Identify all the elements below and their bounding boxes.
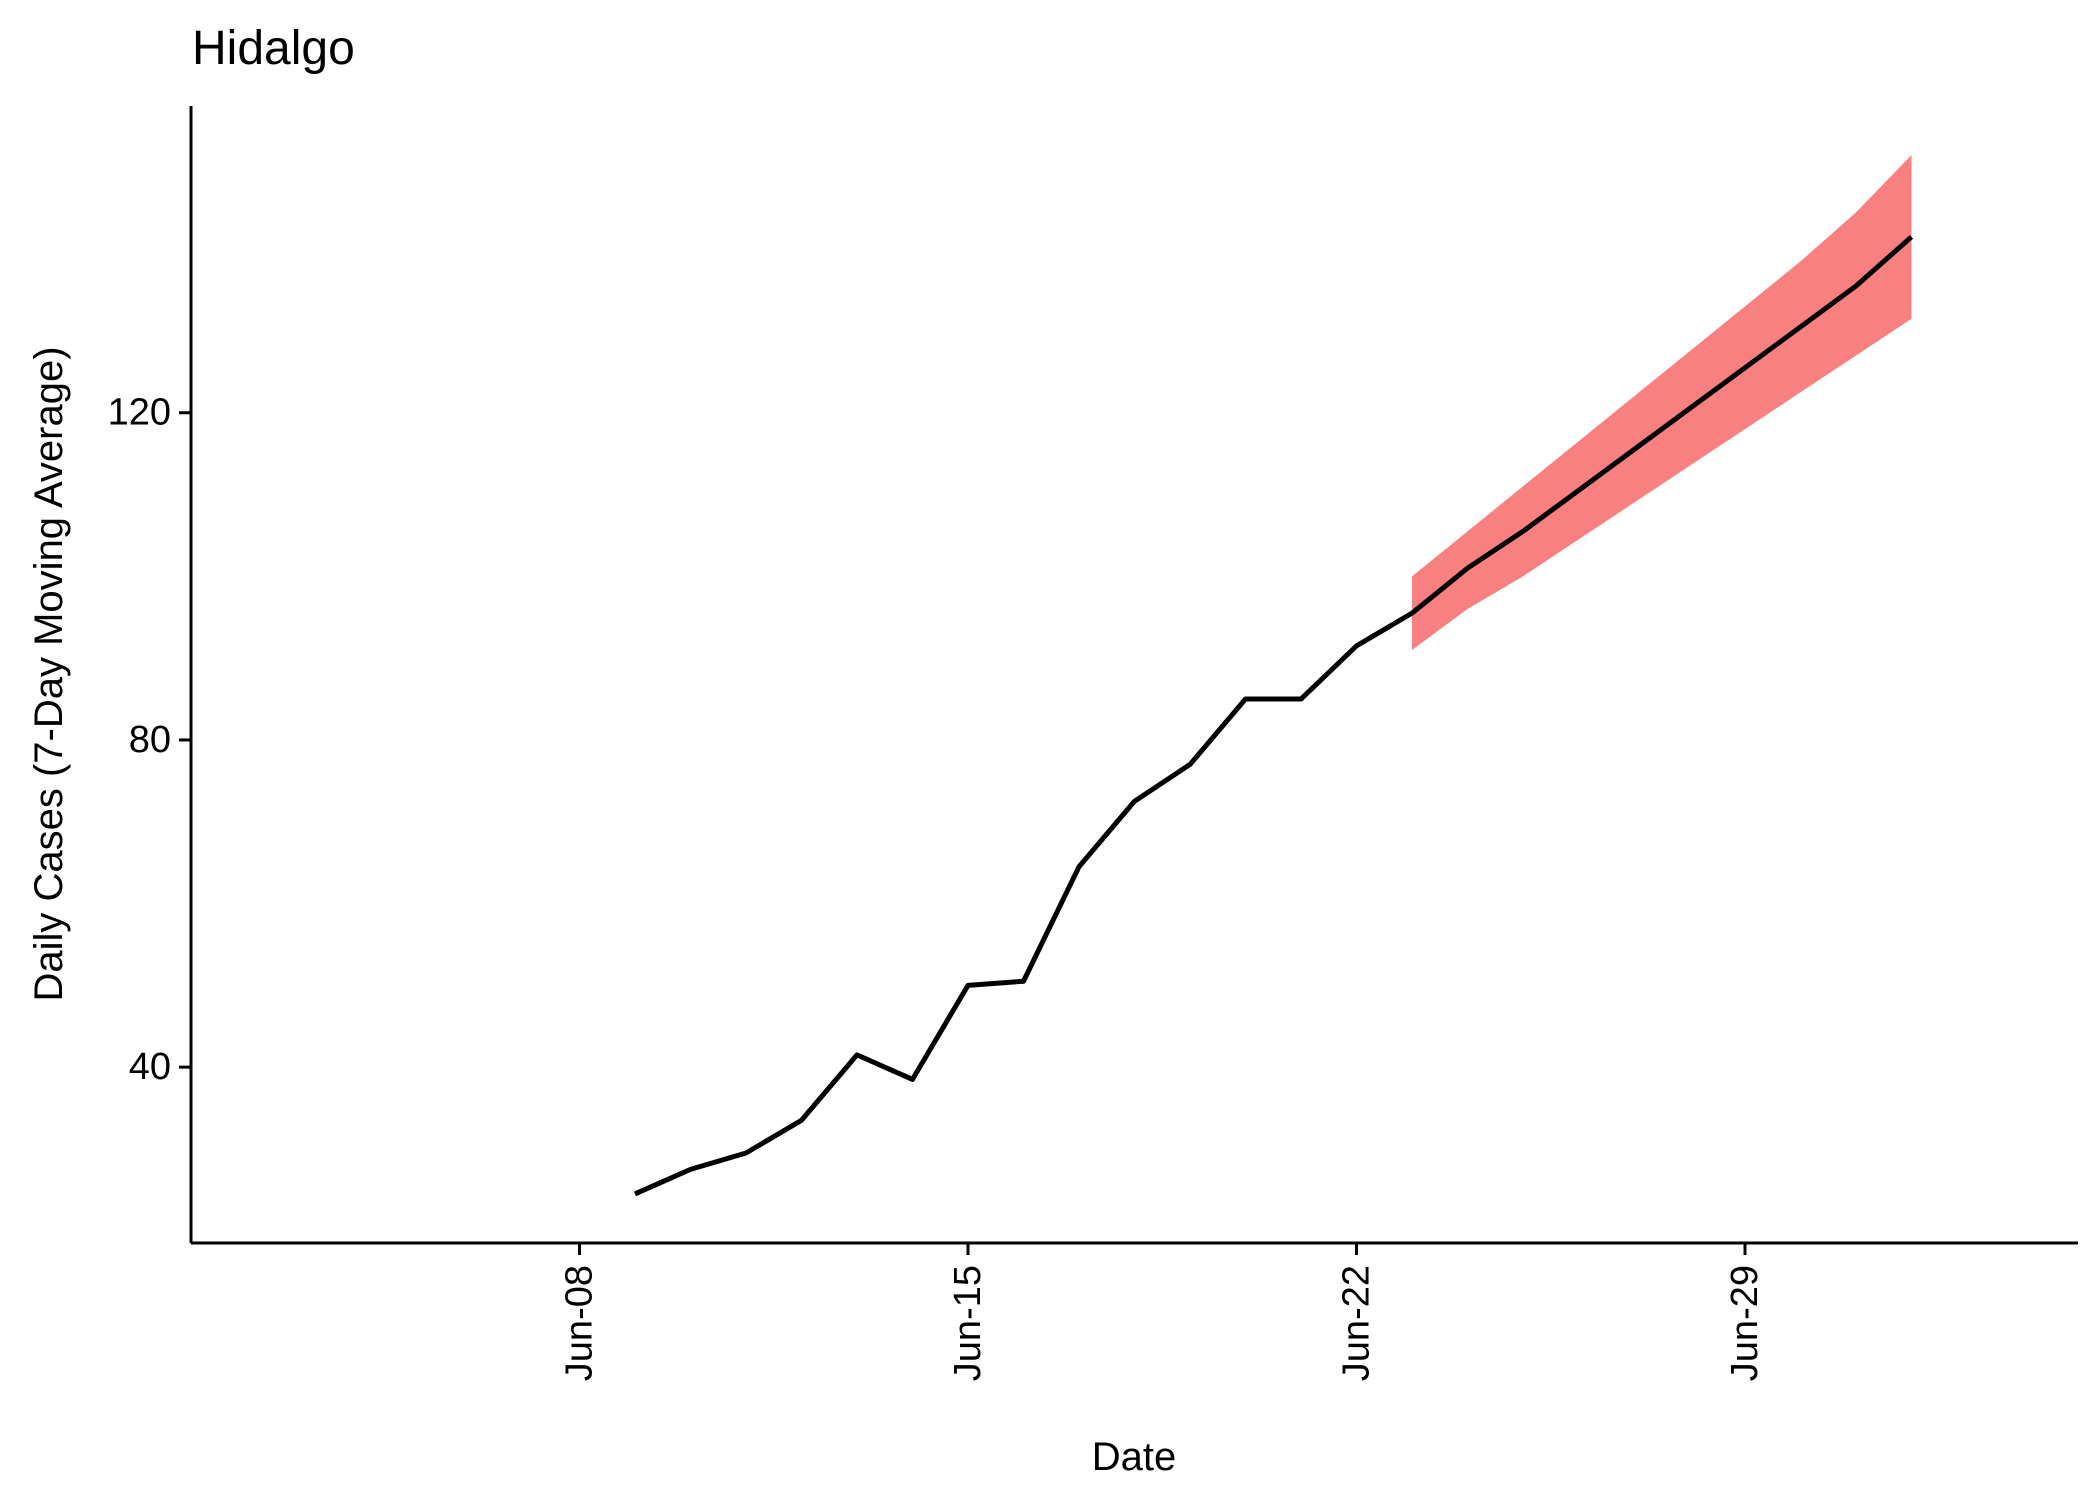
x-axis-ticks: Jun-08 Jun-15 Jun-22 Jun-29 [559, 1243, 1766, 1381]
x-axis-label: Date [1092, 1435, 1177, 1479]
series-layer [633, 235, 1914, 1197]
y-tick-label: 120 [108, 392, 171, 434]
chart-title: Hidalgo [192, 22, 355, 75]
x-tick-label: Jun-08 [559, 1265, 601, 1381]
y-tick-label: 40 [129, 1046, 171, 1088]
x-tick-label: Jun-29 [1724, 1265, 1766, 1381]
x-tick-label: Jun-22 [1336, 1265, 1378, 1381]
y-axis-ticks: 40 80 120 [108, 392, 191, 1088]
forecast-line [1410, 235, 1914, 616]
forecast-confidence-band [1412, 155, 1912, 650]
y-tick-label: 80 [129, 719, 171, 761]
y-axis-label: Daily Cases (7-Day Moving Average) [27, 346, 71, 1001]
x-tick-label: Jun-15 [947, 1265, 989, 1381]
observed-line [633, 610, 1414, 1197]
confidence-band-layer [1412, 155, 1912, 650]
